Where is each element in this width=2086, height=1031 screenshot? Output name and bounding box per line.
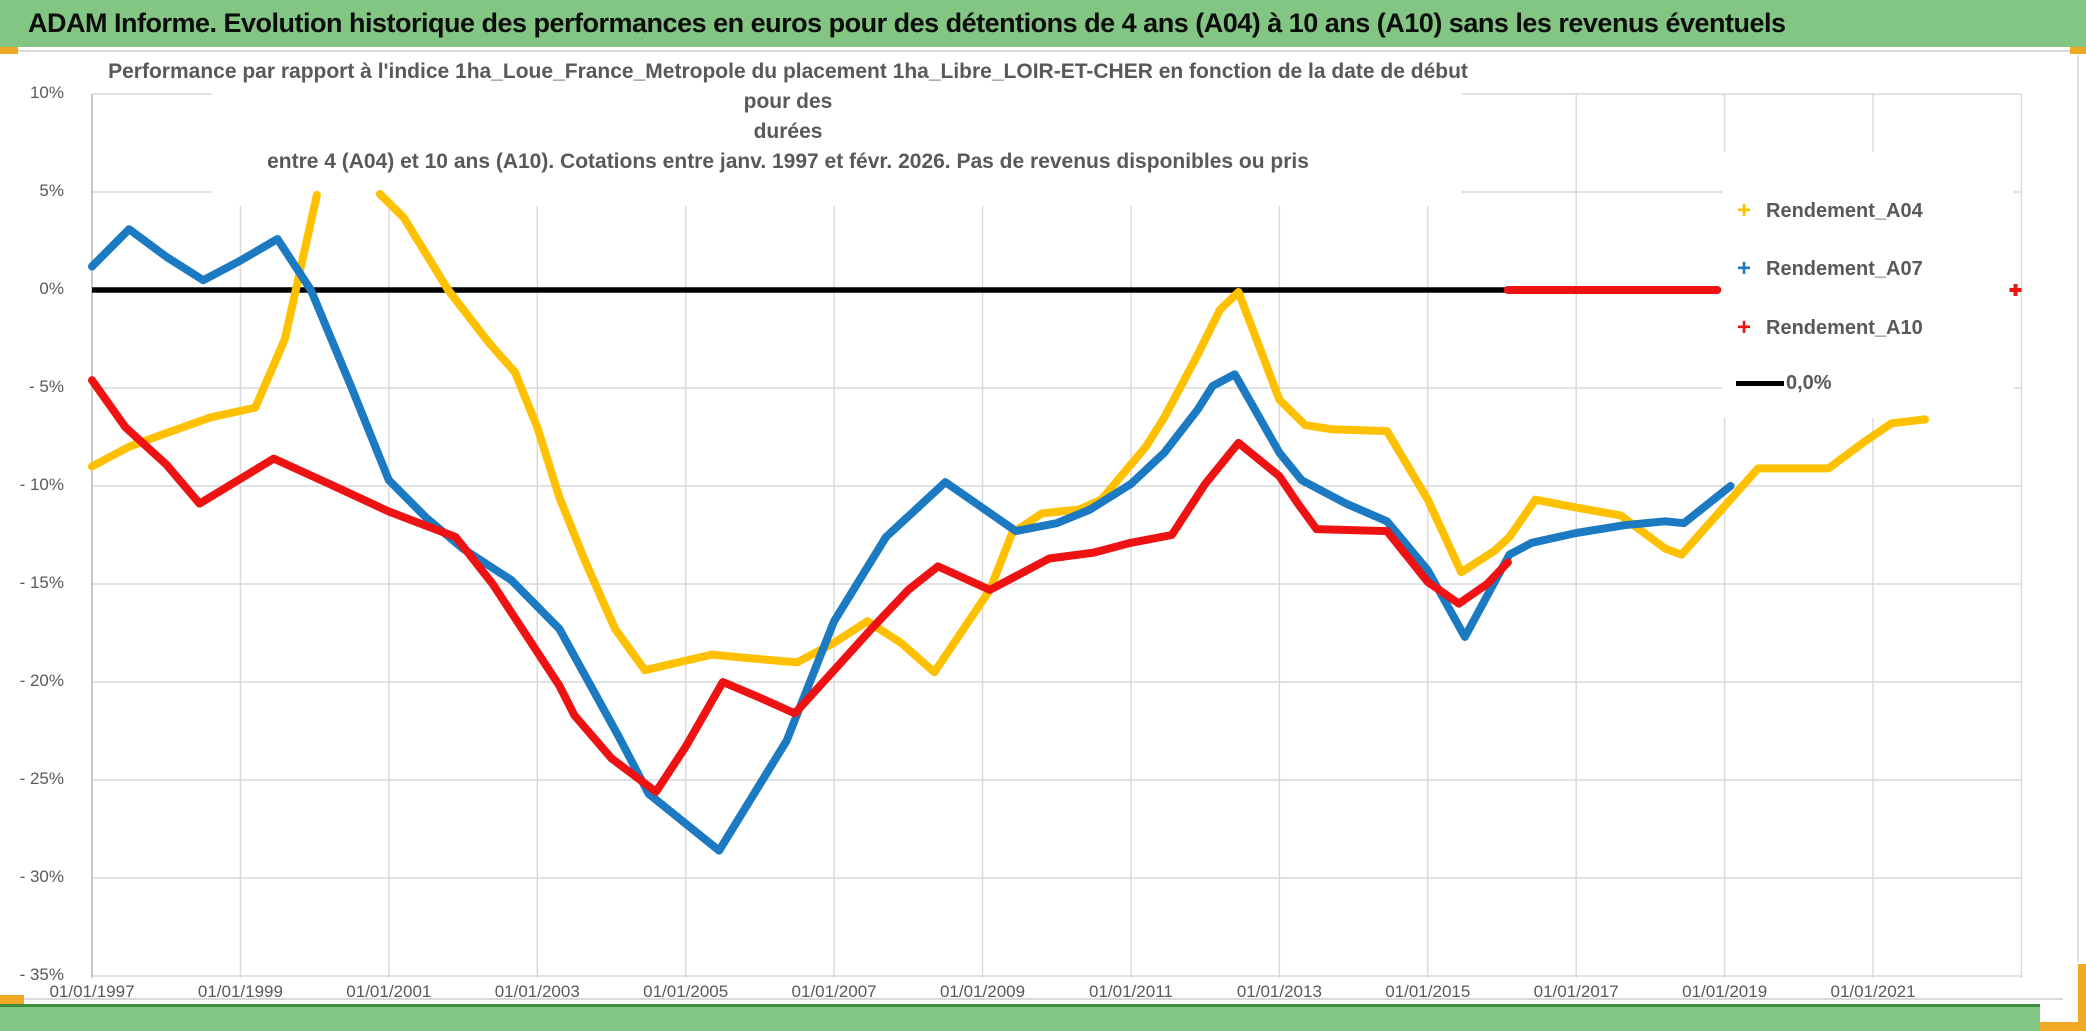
y-tick-label: - 15% — [19, 573, 64, 592]
gold-accent-right-edge — [2078, 964, 2086, 1024]
series-line-rendement_a10 — [88, 376, 1512, 796]
y-tick-label: - 35% — [19, 965, 64, 984]
x-tick-label: 01/01/1999 — [197, 982, 283, 1001]
bottom-divider-line — [0, 998, 2063, 1000]
series-line-rendement_a07 — [88, 225, 1735, 855]
gold-accent-top-right — [2070, 47, 2086, 54]
chart-title-line3: entre 4 (A04) et 10 ans (A10). Cotations… — [267, 150, 1309, 173]
y-tick-label: 10% — [29, 83, 64, 102]
chart-title: Performance par rapport à l'indice 1ha_L… — [92, 57, 1484, 177]
x-tick-label: 01/01/2003 — [494, 982, 580, 1001]
legend-item-zero-line: 0,0% — [1736, 368, 1832, 398]
legend-label: Rendement_A07 — [1766, 257, 1923, 280]
x-tick-label: 01/01/2019 — [1682, 982, 1768, 1001]
bottom-green-bar — [0, 1004, 2040, 1031]
legend-item-rendement-a10: + Rendement_A10 — [1722, 313, 1923, 343]
report-title: ADAM Informe. Evolution historique des p… — [28, 8, 1786, 38]
legend-label: 0,0% — [1786, 371, 1832, 394]
y-tick-label: 0% — [39, 279, 64, 298]
legend-label: Rendement_A04 — [1766, 199, 1923, 222]
plus-marker-icon: + — [1736, 314, 1751, 341]
legend-item-rendement-a04: + Rendement_A04 — [1722, 196, 1923, 226]
series-line-rendement_a04 — [375, 190, 1929, 677]
y-tick-label: - 20% — [19, 671, 64, 690]
x-tick-label: 01/01/2021 — [1830, 982, 1916, 1001]
y-tick-label: 5% — [39, 181, 64, 200]
gold-accent-top-left — [0, 47, 18, 54]
title-bar: ADAM Informe. Evolution historique des p… — [0, 0, 2086, 47]
title-mask — [212, 56, 1462, 206]
x-tick-label: 01/01/2017 — [1533, 982, 1619, 1001]
x-tick-label: 01/01/2009 — [939, 982, 1026, 1001]
y-tick-label: - 5% — [29, 377, 64, 396]
y-tick-label: - 30% — [19, 867, 64, 886]
x-tick-label: 01/01/2005 — [643, 982, 729, 1001]
x-tick-label: 01/01/2007 — [791, 982, 877, 1001]
gold-accent-bottom-left — [0, 995, 24, 1004]
gold-accent-bottom-right — [2040, 1022, 2086, 1031]
top-divider-line — [18, 50, 2070, 52]
y-tick-label: - 25% — [19, 769, 64, 788]
y-tick-label: - 10% — [19, 475, 64, 494]
x-tick-label: 01/01/2011 — [1089, 982, 1173, 1001]
chart-title-line2: durées — [753, 120, 823, 143]
legend-box — [1722, 152, 2014, 418]
chart-title-line1: Performance par rapport à l'indice 1ha_L… — [108, 60, 1468, 113]
plus-marker-icon: + — [1736, 255, 1751, 282]
plus-marker-icon: + — [1736, 197, 1751, 224]
black-line-swatch-icon — [1736, 380, 1784, 386]
chart-legend: + Rendement_A04 + Rendement_A07 + Rendem… — [1722, 152, 2014, 418]
series-line-rendement_a04 — [88, 190, 321, 471]
x-tick-label: 01/01/2015 — [1385, 982, 1471, 1001]
legend-label: Rendement_A10 — [1766, 316, 1923, 339]
legend-item-rendement-a07: + Rendement_A07 — [1722, 254, 1923, 284]
x-tick-label: 01/01/1997 — [49, 982, 135, 1001]
x-tick-label: 01/01/2001 — [346, 982, 432, 1001]
x-tick-label: 01/01/2013 — [1236, 982, 1322, 1001]
